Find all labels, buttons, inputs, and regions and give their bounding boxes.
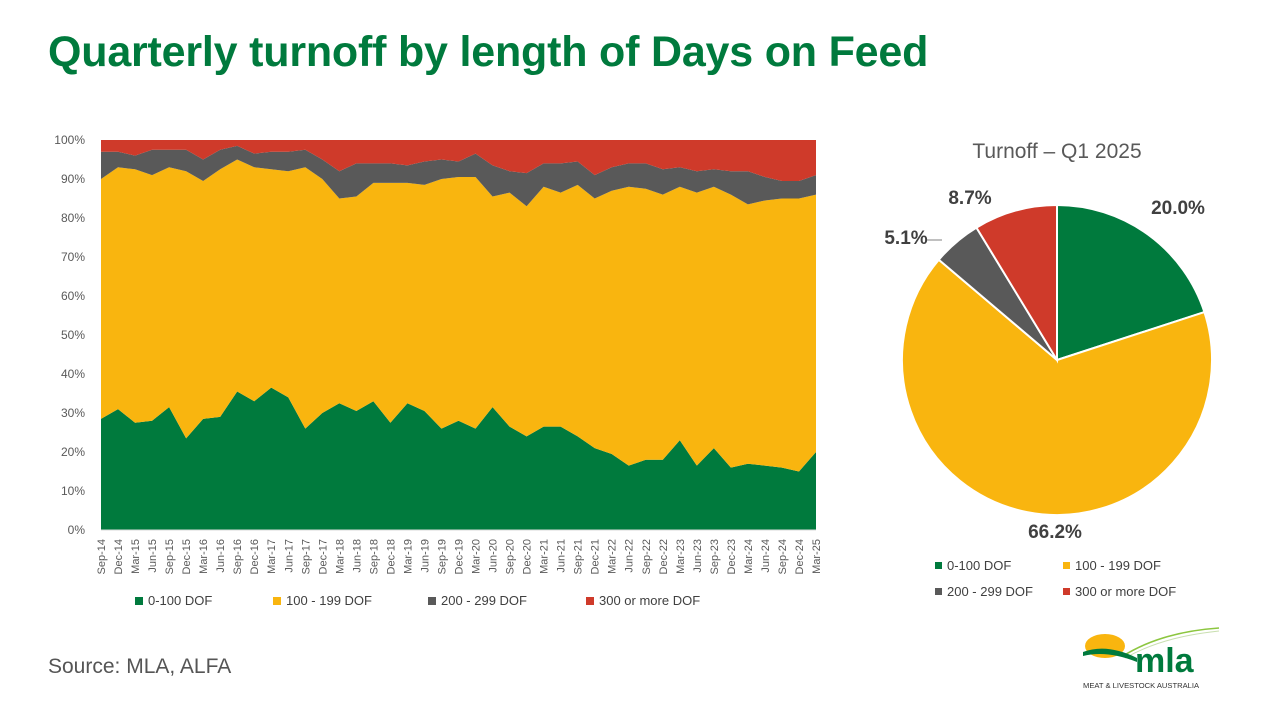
y-tick-label: 100% (54, 133, 85, 147)
x-tick-label: Jun-15 (147, 539, 159, 573)
x-tick-label: Mar-17 (266, 539, 278, 574)
x-tick-label: Jun-17 (283, 539, 295, 573)
y-tick-label: 40% (61, 367, 85, 381)
x-tick-label: Mar-24 (743, 539, 755, 574)
x-tick-label: Dec-15 (181, 539, 193, 574)
x-tick-label: Sep-24 (777, 539, 789, 574)
pie-data-label: 8.7% (948, 188, 991, 209)
logo-text: mla (1135, 642, 1195, 680)
pie-data-label: 66.2% (1028, 522, 1082, 543)
x-tick-label: Dec-23 (726, 539, 738, 574)
x-tick-label: Sep-18 (368, 539, 380, 574)
area-series-1 (101, 159, 816, 472)
pie-chart: Turnoff – Q1 2025 20.0% 66.2% 5.1% 8.7% 0-100… (884, 140, 1213, 599)
legend-swatch (135, 597, 143, 605)
x-tick-label: Jun-22 (624, 539, 636, 573)
x-tick-label: Dec-17 (317, 539, 329, 574)
y-tick-label: 50% (61, 328, 85, 342)
x-tick-label: Mar-16 (198, 539, 210, 574)
pie-legend-swatch (1063, 588, 1070, 595)
x-tick-label: Sep-21 (573, 539, 585, 574)
x-tick-label: Mar-21 (539, 539, 551, 574)
area-series-2 (101, 145, 816, 207)
area-series-0 (101, 387, 816, 530)
x-tick-label: Sep-17 (300, 539, 312, 574)
pie-legend-label: 200 - 299 DOF (947, 584, 1033, 599)
stacked-area-chart: 0% 10% 20% 30% 40% 50% 60% 70% 80% 90% 100% Sep-14 D… (54, 133, 823, 608)
source-note: Source: MLA, ALFA (48, 655, 232, 678)
area-series-3 (101, 140, 816, 181)
x-tick-label: Dec-14 (113, 539, 125, 574)
pie-legend-label: 0-100 DOF (947, 558, 1011, 573)
x-tick-label: Mar-22 (607, 539, 619, 574)
legend-swatch (428, 597, 436, 605)
x-tick-label: Dec-24 (794, 539, 806, 574)
x-tick-label: Mar-20 (471, 539, 483, 574)
pie-title: Turnoff – Q1 2025 (972, 140, 1141, 163)
legend-label: 0-100 DOF (148, 593, 212, 608)
x-tick-label: Jun-16 (215, 539, 227, 573)
logo-swoosh (1122, 627, 1220, 657)
x-tick-label: Mar-19 (402, 539, 414, 574)
x-tick-label: Dec-20 (522, 539, 534, 574)
x-tick-label: Dec-22 (658, 539, 670, 574)
x-tick-label: Sep-15 (164, 539, 176, 574)
x-tick-label: Dec-16 (249, 539, 261, 574)
x-tick-label: Jun-19 (419, 539, 431, 573)
logo-field (1083, 648, 1137, 662)
x-tick-label: Sep-20 (505, 539, 517, 574)
pie-data-label: 20.0% (1151, 198, 1205, 219)
y-tick-label: 90% (61, 172, 85, 186)
x-tick-label: Dec-21 (590, 539, 602, 574)
x-tick-label: Sep-23 (709, 539, 721, 574)
x-tick-label: Mar-18 (334, 539, 346, 574)
legend-label: 200 - 299 DOF (441, 593, 527, 608)
pie-legend-swatch (1063, 562, 1070, 569)
pie-legend-label: 300 or more DOF (1075, 584, 1176, 599)
y-tick-label: 60% (61, 289, 85, 303)
legend-label: 100 - 199 DOF (286, 593, 372, 608)
x-tick-label: Sep-19 (436, 539, 448, 574)
legend-label: 300 or more DOF (599, 593, 700, 608)
x-tick-label: Jun-23 (692, 539, 704, 573)
x-tick-label: Sep-16 (232, 539, 244, 574)
x-tick-label: Sep-22 (641, 539, 653, 574)
pie-legend-swatch (935, 588, 942, 595)
y-tick-label: 80% (61, 211, 85, 225)
x-tick-label: Mar-15 (130, 539, 142, 574)
mla-logo: mla MEAT & LIVESTOCK AUSTRALIA (1083, 627, 1220, 690)
y-tick-label: 30% (61, 406, 85, 420)
y-tick-label: 0% (68, 523, 86, 537)
pie-slice (975, 203, 1058, 364)
y-tick-label: 70% (61, 250, 85, 264)
y-tick-label: 20% (61, 445, 85, 459)
logo-swoosh-2 (1124, 630, 1220, 659)
x-tick-label: Mar-23 (675, 539, 687, 574)
legend-swatch (273, 597, 281, 605)
logo-subtext: MEAT & LIVESTOCK AUSTRALIA (1083, 681, 1200, 690)
x-tick-label: Jun-21 (556, 539, 568, 573)
page-title: Quarterly turnoff by length of Days on F… (48, 28, 929, 76)
x-tick-label: Dec-18 (385, 539, 397, 574)
legend-swatch (586, 597, 594, 605)
x-tick-label: Jun-24 (760, 539, 772, 573)
pie-legend-swatch (935, 562, 942, 569)
pie-data-label: 5.1% (884, 228, 927, 249)
x-tick-label: Mar-25 (811, 539, 823, 574)
x-tick-label: Jun-20 (488, 539, 500, 573)
x-tick-label: Jun-18 (351, 539, 363, 573)
pie-slice (901, 258, 1213, 516)
x-tick-label: Dec-19 (454, 539, 466, 574)
pie-slice (1056, 203, 1206, 362)
pie-legend-label: 100 - 199 DOF (1075, 558, 1161, 573)
y-tick-label: 10% (61, 484, 85, 498)
x-tick-label: Sep-14 (96, 539, 108, 574)
